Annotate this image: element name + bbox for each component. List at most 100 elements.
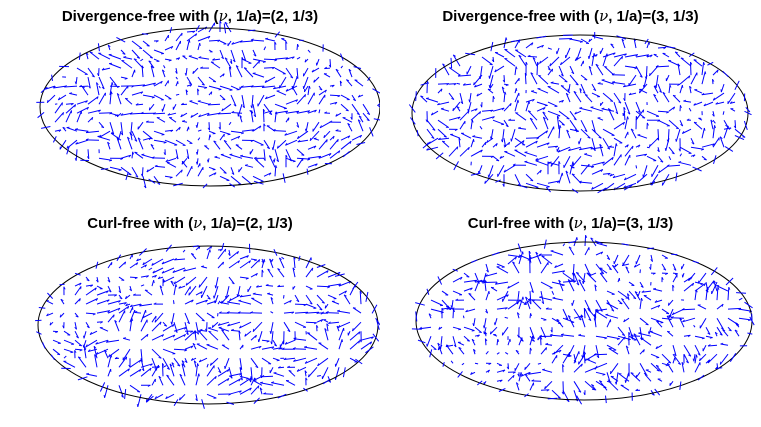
arrow-head <box>642 117 646 119</box>
field-arrow <box>134 311 142 314</box>
field-arrow <box>537 88 549 94</box>
field-arrow <box>196 122 199 128</box>
field-arrow <box>129 384 141 393</box>
arrow-head <box>79 84 83 87</box>
field-arrow <box>466 65 472 75</box>
arrow-head <box>328 153 332 156</box>
arrow-head <box>560 85 564 87</box>
arrow-head <box>277 268 281 271</box>
arrow-head <box>359 290 363 294</box>
arrow-head <box>573 280 577 283</box>
arrow-head <box>207 103 211 106</box>
field-arrow <box>250 272 258 278</box>
field-arrow <box>263 149 266 161</box>
boundary-arrow <box>145 395 154 403</box>
arrow-head <box>327 286 331 289</box>
field-arrow <box>196 158 199 165</box>
chart-title: Curl-free with (ν, 1/a)=(3, 1/3) <box>380 214 761 232</box>
arrow-head <box>232 59 236 63</box>
arrow-head <box>475 108 478 112</box>
arrow-head <box>591 186 594 190</box>
field-arrow <box>250 345 262 350</box>
arrow-head <box>599 380 603 383</box>
field-arrow <box>116 93 122 105</box>
arrow-head <box>215 376 217 380</box>
field-arrow <box>283 321 291 332</box>
arrow-head <box>688 354 692 357</box>
arrow-head <box>680 123 683 127</box>
boundary-arrow <box>353 66 362 69</box>
arrow-head <box>317 363 320 367</box>
field-arrow <box>337 321 351 328</box>
arrow-head <box>163 152 166 156</box>
arrow-head <box>479 279 483 282</box>
field-arrow <box>217 112 232 115</box>
field-arrow <box>525 42 534 49</box>
field-arrow <box>241 95 245 108</box>
arrow-head <box>114 84 117 87</box>
field-arrow <box>142 82 156 87</box>
field-arrow <box>121 59 133 69</box>
arrow-head <box>719 333 723 336</box>
arrow-head <box>588 164 590 168</box>
field-arrow <box>195 322 199 335</box>
arrow-head <box>371 336 374 340</box>
field-arrow <box>638 332 652 337</box>
field-arrow <box>694 354 697 364</box>
arrow-head <box>198 373 200 377</box>
arrow-head <box>269 155 272 158</box>
field-arrow <box>85 284 93 287</box>
field-arrow <box>578 334 586 337</box>
field-arrow <box>617 299 623 305</box>
field-arrow <box>109 112 118 116</box>
arrow-head <box>346 79 350 81</box>
field-arrow <box>197 85 208 89</box>
field-arrow <box>212 58 221 61</box>
arrow-head <box>195 161 198 165</box>
arrow-head <box>114 356 118 359</box>
field-arrow <box>195 363 199 377</box>
field-arrow <box>217 368 230 377</box>
arrow-head <box>502 369 506 373</box>
arrow-head <box>607 173 611 176</box>
arrow-head <box>503 169 506 173</box>
field-arrow <box>661 308 670 315</box>
arrow-head <box>133 58 137 60</box>
field-arrow <box>218 327 230 332</box>
arrow-head <box>593 353 597 356</box>
field-arrow <box>650 304 661 310</box>
field-arrow <box>349 340 361 350</box>
field-arrow <box>472 135 483 139</box>
field-arrow <box>197 137 201 141</box>
field-arrow <box>463 83 472 86</box>
arrow-head <box>579 147 582 151</box>
arrow-head <box>538 74 542 77</box>
field-arrow <box>716 326 723 336</box>
field-arrow <box>645 369 652 373</box>
field-arrow <box>309 130 320 142</box>
field-arrow <box>65 110 72 123</box>
arrow-head <box>663 47 667 50</box>
arrow-head <box>470 371 473 375</box>
boundary-arrow <box>568 241 576 244</box>
field-arrow <box>525 98 535 103</box>
field-arrow <box>249 149 254 155</box>
arrow-head <box>268 172 272 176</box>
field-arrow <box>76 110 82 123</box>
arrow-head <box>659 90 662 93</box>
arrow-head <box>46 99 49 103</box>
field-arrow <box>738 308 752 312</box>
field-arrow <box>683 276 693 283</box>
arrow-head <box>710 119 714 123</box>
arrow-head <box>591 388 595 391</box>
field-arrow <box>492 143 498 148</box>
arrow-head <box>266 147 270 150</box>
arrow-head <box>571 71 575 75</box>
boundary-arrow <box>322 379 330 385</box>
arrow-head <box>246 255 249 258</box>
arrow-head <box>335 68 339 71</box>
arrow-head <box>531 290 534 293</box>
arrow-head <box>135 103 139 106</box>
field-arrow <box>514 99 519 112</box>
arrow-head <box>204 87 208 89</box>
